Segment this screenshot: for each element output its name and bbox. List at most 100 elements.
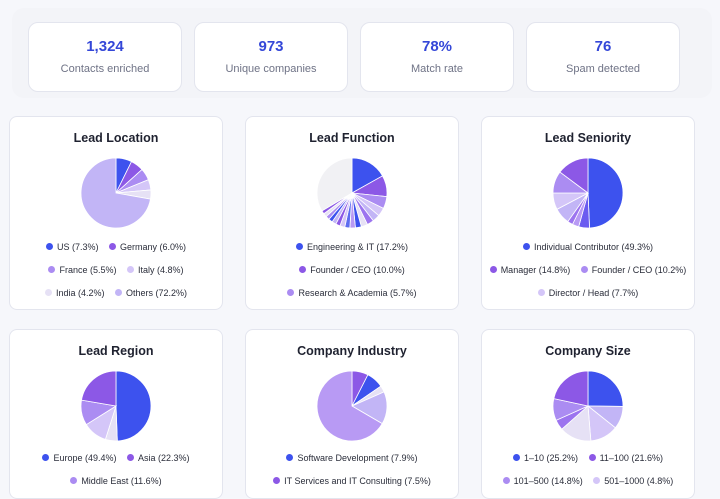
chart-card-lead-location: Lead Location US (7.3%) Germany (6.0%) F… — [9, 116, 223, 310]
legend-label: France (5.5%) — [59, 265, 117, 275]
legend-item: Middle East (11.6%) — [70, 476, 162, 486]
legend-row: Middle East (11.6%) — [10, 476, 222, 486]
legend-dot — [273, 477, 281, 484]
legend-row: IT Services and IT Consulting (7.5%) — [246, 476, 458, 486]
legend-label: Individual Contributor (49.3%) — [533, 242, 654, 252]
legend-dot — [580, 266, 588, 273]
legend-dot — [489, 266, 497, 273]
pie-slice — [553, 370, 589, 407]
legend-item: Germany (6.0%) — [109, 242, 186, 252]
legend-label: Europe (49.4%) — [53, 453, 117, 463]
pie-slice — [559, 157, 589, 194]
legend-item: US (7.3%) — [45, 242, 99, 252]
stat-card-match-rate: 78% Match rate — [360, 22, 514, 92]
legend-row: Software Development (7.9%) — [246, 453, 458, 463]
legend-label: Italy (4.8%) — [138, 265, 184, 275]
stat-value: 1,324 — [86, 38, 124, 55]
legend-item: Asia (22.3%) — [127, 453, 190, 463]
pie-slice — [587, 157, 624, 229]
stats-bar: 1,324 Contacts enriched 973 Unique compa… — [12, 8, 712, 98]
pie-slice — [316, 157, 353, 212]
legend-item: 101–500 (14.8%) — [502, 476, 583, 486]
legend-label: Manager (14.8%) — [500, 265, 571, 275]
legend-dot — [537, 289, 545, 296]
legend-dot — [299, 266, 307, 273]
stat-value: 973 — [258, 38, 284, 55]
pie-slice — [316, 370, 383, 442]
legend-label: Asia (22.3%) — [138, 453, 190, 463]
legend-row: Engineering & IT (17.2%) — [246, 242, 458, 252]
pie-chart — [316, 370, 388, 442]
legend-row: Research & Academia (5.7%) — [246, 288, 458, 298]
legend-label: Founder / CEO (10.0%) — [310, 265, 405, 275]
stat-label: Contacts enriched — [60, 63, 150, 75]
legend-label: 101–500 (14.8%) — [513, 476, 583, 486]
legend-dot — [42, 454, 50, 461]
legend-item: Others (72.2%) — [115, 288, 187, 298]
stat-label: Spam detected — [566, 63, 640, 75]
legend-item: Director / Head (7.7%) — [537, 288, 639, 298]
legend-dot — [522, 243, 530, 250]
legend-label: Founder / CEO (10.2%) — [591, 265, 687, 275]
pie-slice — [80, 157, 151, 229]
legend-item: Manager (14.8%) — [489, 265, 571, 275]
legend-label: Others (72.2%) — [126, 288, 188, 298]
stat-value: 76 — [594, 38, 612, 55]
card-title: Lead Seniority — [544, 131, 632, 145]
legend-row: India (4.2%) Others (72.2%) — [10, 288, 222, 298]
legend-dot — [127, 266, 135, 273]
legend-item: Software Development (7.9%) — [286, 453, 418, 463]
legend-label: Director / Head (7.7%) — [548, 288, 639, 298]
legend-label: India (4.2%) — [55, 288, 105, 298]
legend-dot — [502, 477, 510, 484]
legend-row: 101–500 (14.8%) 501–1000 (4.8%) — [482, 476, 694, 486]
legend-item: Engineering & IT (17.2%) — [296, 242, 408, 252]
legend-item: IT Services and IT Consulting (7.5%) — [273, 476, 431, 486]
pie-slice — [587, 370, 624, 407]
legend-dot — [44, 289, 52, 296]
legend-label: 11–100 (21.6%) — [599, 453, 663, 463]
legend-row: Director / Head (7.7%) — [482, 288, 694, 298]
stat-card-contacts-enriched: 1,324 Contacts enriched — [28, 22, 182, 92]
legend-dot — [296, 243, 304, 250]
pie-chart — [552, 370, 624, 442]
legend-item: Individual Contributor (49.3%) — [522, 242, 654, 252]
pie-chart — [80, 370, 152, 442]
legend-item: Founder / CEO (10.0%) — [299, 265, 405, 275]
legend-dot — [593, 477, 601, 484]
stat-label: Unique companies — [225, 63, 317, 75]
pie-chart — [316, 157, 388, 229]
pie-chart — [552, 157, 624, 229]
legend-dot — [286, 454, 294, 461]
stat-label: Match rate — [411, 63, 463, 75]
legend-label: 1–10 (25.2%) — [524, 453, 579, 463]
legend-item: Research & Academia (5.7%) — [287, 288, 417, 298]
chart-card-lead-function: Lead Function Engineering & IT (17.2%) F… — [245, 116, 459, 310]
legend-item: India (4.2%) — [44, 288, 105, 298]
legend-label: Engineering & IT (17.2%) — [307, 242, 408, 252]
legend-label: US (7.3%) — [56, 242, 99, 252]
legend-dot — [70, 477, 78, 484]
chart-card-company-size: Company Size 1–10 (25.2%) 11–100 (21.6%)… — [481, 329, 695, 499]
card-title: Lead Location — [73, 131, 159, 145]
legend-label: Middle East (11.6%) — [81, 476, 162, 486]
legend-label: Germany (6.0%) — [120, 242, 187, 252]
legend-row: US (7.3%) Germany (6.0%) — [10, 242, 222, 252]
legend-dot — [45, 243, 53, 250]
legend-dot — [287, 289, 295, 296]
legend-row: Europe (49.4%) Asia (22.3%) — [10, 453, 222, 463]
legend-dot — [115, 289, 122, 296]
legend-item: Founder / CEO (10.2%) — [580, 265, 687, 275]
card-title: Lead Region — [78, 344, 154, 358]
card-title: Company Industry — [297, 344, 407, 358]
stat-card-spam-detected: 76 Spam detected — [526, 22, 680, 92]
legend-label: Software Development (7.9%) — [297, 453, 418, 463]
pie-chart — [80, 157, 152, 229]
legend-dot — [127, 454, 135, 461]
legend-dot — [48, 266, 56, 273]
pie-slice — [81, 370, 117, 407]
legend-dot — [588, 454, 596, 461]
legend-item: Europe (49.4%) — [42, 453, 117, 463]
legend-row: Founder / CEO (10.0%) — [246, 265, 458, 275]
legend-item: Italy (4.8%) — [127, 265, 184, 275]
